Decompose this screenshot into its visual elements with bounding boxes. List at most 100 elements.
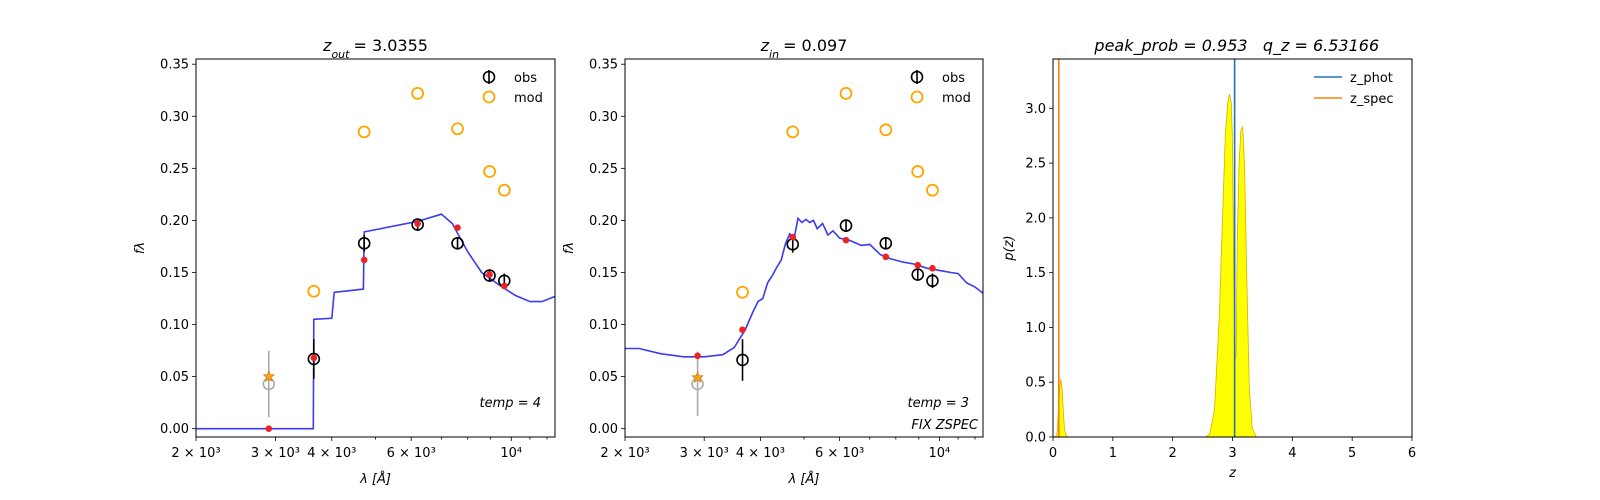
x-tick-label: 0 [1049,446,1057,461]
mod-point [839,86,853,100]
title-var: z [322,36,332,55]
y-tick-label: 0.15 [589,266,618,281]
model-flux-point [454,224,461,231]
legend-mod-marker [482,90,496,104]
model-flux-point [914,261,922,269]
obs-point [411,218,424,231]
x-tick-label: 10⁴ [500,446,522,461]
temp-annotation: temp = 4 [480,396,541,411]
y-tick-label: 2.0 [1025,211,1046,226]
x-tick-label: 4 × 10³ [736,446,785,461]
mod-point [307,284,321,298]
y-tick-label: 1.0 [1025,321,1046,336]
title-subscript: in [769,48,779,61]
y-tick-label: 0.20 [160,214,189,229]
model-flux-point [789,233,797,241]
obs-point [926,274,939,288]
x-tick-label: 6 × 10³ [815,446,864,461]
y-tick-label: 0.30 [160,110,189,125]
model-flux-point [694,352,701,360]
x-axis-label: λ [Å] [359,471,391,487]
y-tick-label: 0.00 [589,422,618,437]
model-flux-point [882,253,890,261]
y-tick-label: 0.05 [160,370,189,385]
qz-title: q_z = 6.53166 [1263,36,1379,56]
mod-point [411,86,425,100]
axes-frame [195,58,556,438]
y-tick-label: 0.25 [160,162,189,177]
title-var: z [760,36,770,55]
model-flux-point [360,256,368,264]
y-tick-label: 0.10 [160,318,189,333]
axes-frame [624,58,984,438]
model-flux-point [739,326,746,334]
obs-point [483,269,496,282]
temp-annotation: temp = 3 [908,396,969,411]
y-tick-label: 0.05 [589,370,618,385]
y-tick-label: 0.35 [160,58,189,73]
x-tick-label: 4 [1288,446,1296,461]
obs-point [307,352,321,366]
obs-point [911,268,925,281]
title-value: = 0.097 [783,36,847,55]
pz-panel: 0 1 2 3 4 5 6 0.0 0.5 1.0 1.5 2.0 2.5 3.0 z p(z) peak_pr… [1002,36,1416,481]
panel-title: zin = 0.097 [760,36,848,61]
sed-panel-2: 2 × 10³ 3 × 10³ 4 × 10³ 6 × 10³ 10⁴ 0.00 0.05 0… [562,36,984,487]
title-subscript: out [331,48,350,61]
obs-point [736,353,749,367]
mod-point [786,125,800,139]
x-tick-label: 3 [1228,446,1236,461]
star-marker [691,370,704,383]
obs-point [451,237,464,250]
y-tick-label: 3.0 [1025,102,1046,117]
y-axis-label: p(z) [1002,235,1017,261]
mod-point [736,285,749,299]
y-tick-label: 1.5 [1025,266,1046,281]
y-tick-label: 0.35 [589,58,618,73]
y-tick-label: 0.15 [160,266,189,281]
y-tick-label: 0.0 [1025,431,1046,446]
x-tick-label: 5 [1348,446,1356,461]
model-flux-point [265,425,273,432]
y-tick-label: 0.25 [589,162,618,177]
legend-z-spec-label: z_spec [1350,92,1394,107]
y-tick-label: 0.00 [160,422,189,437]
obs-point [839,219,853,232]
mod-point [451,122,464,136]
star-marker [262,369,276,382]
obs-point [357,237,371,250]
legend-z-phot-label: z_phot [1350,71,1393,86]
y-axis-label: fλ [562,242,577,254]
y-tick-label: 0.5 [1025,376,1046,391]
y-tick-label: 0.20 [589,214,618,229]
x-tick-label: 1 [1109,446,1117,461]
x-tick-label: 4 × 10³ [307,446,356,461]
x-tick-label: 6 × 10³ [387,446,436,461]
model-flux-point [501,282,508,290]
title-value: = 3.0355 [353,36,427,55]
mod-point [926,183,939,197]
y-axis-label: fλ [133,242,148,254]
x-tick-label: 6 [1408,446,1416,461]
pz-fill [1053,94,1412,437]
obs-point [879,237,893,250]
sed-panel-1: 2 × 10³ 3 × 10³ 4 × 10³ 6 × 10³ 10⁴ 0.00 0.05 0… [133,36,556,487]
model-flux-point [929,265,936,272]
fix-zspec-annotation: FIX ZSPEC [911,418,979,433]
mod-point [911,165,925,178]
model-spectrum-line [625,216,983,358]
peak-prob-title: peak_prob = 0.953 [1093,36,1247,56]
model-flux-point [486,271,493,278]
legend-obs-label: obs [942,71,965,86]
legend-obs-label: obs [514,71,537,86]
x-tick-label: 10⁴ [929,446,951,461]
x-tick-label: 3 × 10³ [251,446,300,461]
model-spectrum-line [196,213,555,430]
x-tick-label: 2 × 10³ [600,446,649,461]
mod-point [879,123,893,137]
legend-mod-marker [910,90,924,104]
model-flux-point [310,354,318,362]
y-tick-label: 2.5 [1025,157,1046,172]
panel-title: zout = 3.0355 [322,36,428,61]
